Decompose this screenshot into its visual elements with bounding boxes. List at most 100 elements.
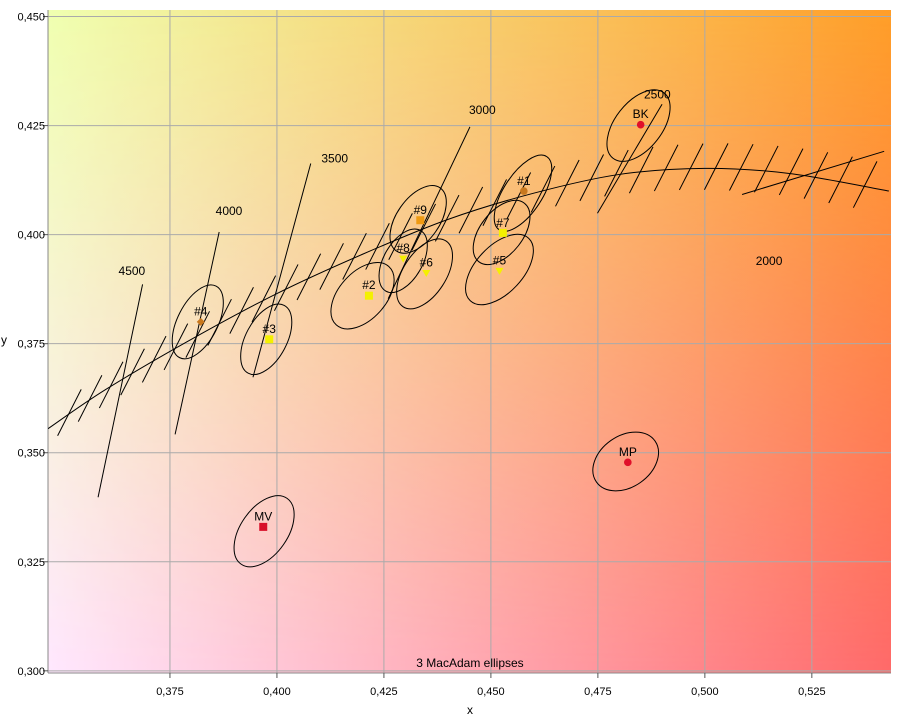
isotemperature-tick <box>458 186 484 234</box>
point-label-MP: MP <box>619 445 637 459</box>
isotemperature-tick <box>365 222 390 270</box>
isotemperature-tick <box>77 375 103 422</box>
ellipse-#3 <box>240 303 293 376</box>
point-label-#8: #8 <box>396 241 410 255</box>
isotemperature-tick <box>604 149 629 197</box>
isotemperature-tick <box>141 335 167 383</box>
y-tick-label: 0,425 <box>17 121 45 133</box>
y-tick-label: 0,300 <box>17 666 45 678</box>
point-#4 <box>196 317 205 326</box>
point-label-#1: #1 <box>517 174 531 188</box>
isotemperature-tick <box>98 361 124 409</box>
cct-line-4000 <box>174 231 220 435</box>
ellipse-#9 <box>389 185 447 254</box>
isotemperature-tick <box>506 172 532 220</box>
axes <box>43 10 891 678</box>
isotemperature-tick <box>163 323 189 371</box>
isotemperature-tick <box>273 264 299 312</box>
cct-lines: 4500 4000 3500 3000 2500 2000 <box>97 88 885 498</box>
grid-lines <box>48 10 891 673</box>
x-tick-label: 0,450 <box>477 686 505 698</box>
ellipse-#8 <box>378 228 428 294</box>
isotemperature-tick <box>579 154 604 202</box>
isotemperature-tick <box>296 253 322 301</box>
isotemperature-tick <box>803 152 829 199</box>
cct-label-4500: 4500 <box>119 264 146 278</box>
ellipse-#5 <box>465 233 534 306</box>
x-tick-label: 0,500 <box>691 686 719 698</box>
macadam-ellipses <box>171 89 671 568</box>
point-#5 <box>495 267 504 275</box>
isotemperature-tick <box>229 287 254 334</box>
point-label-#9: #9 <box>414 203 428 217</box>
point-#1 <box>520 187 528 195</box>
point-#8 <box>399 255 408 263</box>
point-label-#7: #7 <box>496 216 510 230</box>
ellipse-#4 <box>171 284 224 360</box>
isotemperature-tick <box>251 275 277 323</box>
cct-label-2500: 2500 <box>644 88 671 102</box>
planckian-locus-line <box>48 167 889 430</box>
ellipse-#7 <box>472 199 531 266</box>
x-tick-label: 0,525 <box>798 686 826 698</box>
x-tick-label: 0,400 <box>263 686 291 698</box>
point-label-#5: #5 <box>493 253 507 267</box>
cct-label-2000: 2000 <box>756 254 783 268</box>
x-tick-label: 0,425 <box>370 686 398 698</box>
point-labels: #1 #2 #3 #4 #5 #6 #7 #8 #9 BK MP MV <box>194 107 649 523</box>
ellipse-#2 <box>330 262 395 330</box>
cct-label-4000: 4000 <box>216 204 243 218</box>
tick-labels: 0,375 0,400 0,425 0,450 0,475 0,500 0,525 0,300… <box>17 12 825 698</box>
point-#2 <box>364 291 373 300</box>
plot-background <box>48 10 891 673</box>
ellipse-MV <box>233 495 295 568</box>
point-#9 <box>416 216 425 225</box>
data-points <box>196 120 645 531</box>
footer-note: 3 MacAdam ellipses <box>416 656 523 670</box>
point-#7 <box>498 228 507 237</box>
isotemperature-tick <box>653 144 679 192</box>
isotemperature-tick <box>703 143 729 190</box>
isotemperature-tick <box>411 203 436 251</box>
isotemperature-tick <box>753 145 779 193</box>
point-label-#2: #2 <box>362 278 376 292</box>
isotemperature-tick <box>434 194 460 242</box>
isotemperature-tick <box>57 389 82 436</box>
x-tick-label: 0,475 <box>584 686 612 698</box>
ellipse-BK <box>606 89 671 162</box>
point-MP <box>624 458 632 467</box>
point-label-#6: #6 <box>420 255 434 269</box>
cct-line-3500 <box>252 163 312 378</box>
isotemperature-ticks <box>57 143 878 436</box>
point-label-#3: #3 <box>263 322 277 336</box>
point-label-MV: MV <box>254 509 272 523</box>
isotemperature-tick <box>319 243 344 290</box>
point-#3 <box>265 335 274 344</box>
ellipse-MP <box>592 431 659 492</box>
y-tick-label: 0,325 <box>17 557 45 569</box>
cct-line-4500 <box>97 284 144 498</box>
x-tick-label: 0,375 <box>156 686 184 698</box>
isotemperature-tick <box>120 348 145 396</box>
cct-label-3500: 3500 <box>321 152 348 166</box>
point-BK <box>636 120 645 129</box>
isotemperature-tick <box>729 143 754 191</box>
isotemperature-tick <box>185 311 210 358</box>
isotemperature-tick <box>852 161 878 208</box>
cct-line-2500 <box>597 103 663 214</box>
isotemperature-tick <box>628 146 654 194</box>
y-axis-label: y <box>1 333 7 347</box>
y-tick-label: 0,350 <box>17 448 45 460</box>
isotemperature-tick <box>388 213 413 260</box>
x-axis-label: x <box>467 703 473 717</box>
y-tick-label: 0,375 <box>17 339 45 351</box>
isotemperature-tick <box>678 143 704 191</box>
cct-label-3000: 3000 <box>469 103 496 117</box>
isotemperature-tick <box>828 156 853 204</box>
cct-line-2000 <box>741 150 885 195</box>
isotemperature-tick <box>342 232 367 280</box>
isotemperature-tick <box>482 179 507 226</box>
